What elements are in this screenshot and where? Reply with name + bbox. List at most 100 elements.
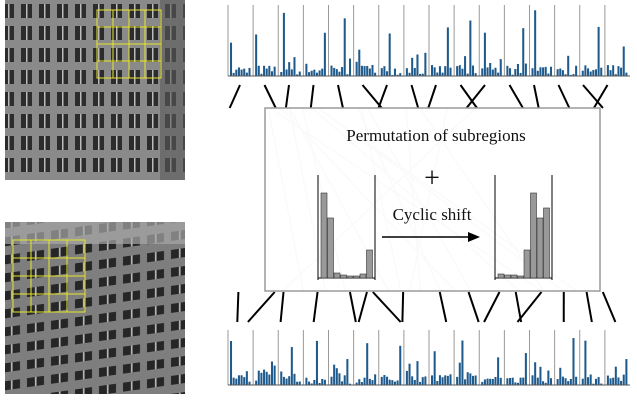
histogram-bar <box>598 27 600 76</box>
histogram-bar <box>525 353 527 385</box>
histogram-bar <box>456 377 458 385</box>
histogram-bar <box>305 378 307 385</box>
histogram-bar <box>542 67 544 76</box>
histogram-bar <box>481 68 483 76</box>
histogram-bar <box>539 367 541 385</box>
connector <box>230 85 240 108</box>
histogram-bar <box>274 67 276 76</box>
histogram-bar <box>331 377 333 385</box>
histogram-bar <box>328 218 334 278</box>
histogram-bar <box>416 361 418 385</box>
histogram-bar <box>288 62 290 76</box>
histogram-bar <box>534 362 536 385</box>
histogram-bar <box>333 68 335 76</box>
histogram-bar <box>313 380 315 385</box>
histogram-bar <box>422 377 424 385</box>
histogram-bar <box>575 377 577 385</box>
connector <box>265 85 276 108</box>
histogram-bar <box>389 380 391 385</box>
histogram-bar <box>447 376 449 385</box>
histogram-bar <box>321 69 323 76</box>
histogram-bar <box>537 378 539 385</box>
histogram-bar <box>595 69 597 76</box>
histogram-bar <box>620 381 622 385</box>
histogram-bar <box>349 59 351 76</box>
histogram-bar <box>268 375 270 385</box>
histogram-bar <box>587 377 589 385</box>
connector <box>338 85 343 108</box>
histogram-bar <box>344 375 346 385</box>
histogram-bar <box>484 379 486 385</box>
histogram-bar <box>506 378 508 385</box>
histogram-bar <box>500 59 502 76</box>
histogram-bar <box>263 370 265 385</box>
histogram-bar <box>505 275 511 278</box>
histogram-bar <box>492 379 494 385</box>
box-title: Permutation of subregions <box>346 126 525 145</box>
connector <box>378 85 387 108</box>
histogram-bar <box>532 68 534 76</box>
histogram-bar <box>607 65 609 76</box>
histogram-bar <box>391 380 393 385</box>
histogram-bar <box>424 376 426 385</box>
histogram-bar <box>439 375 441 385</box>
histogram-bar <box>497 73 499 76</box>
histogram-bar <box>356 62 358 76</box>
histogram-bar <box>509 378 511 385</box>
histogram-bar <box>545 67 547 76</box>
histogram-bar <box>255 34 257 76</box>
histogram-bar <box>238 375 240 385</box>
histogram-bar <box>235 70 237 76</box>
histogram-bar <box>243 69 245 76</box>
histogram-bar <box>366 66 368 76</box>
histogram-bar <box>255 381 257 385</box>
connector <box>286 85 289 108</box>
histogram-bar <box>389 33 391 76</box>
histogram-bar <box>241 375 243 385</box>
connector <box>412 85 419 108</box>
histogram-bar <box>436 73 438 76</box>
histogram-bar <box>600 68 602 76</box>
histogram-bar <box>243 377 245 385</box>
histogram-bar <box>475 375 477 385</box>
histogram-bar <box>371 380 373 385</box>
connector <box>510 85 523 108</box>
connector <box>484 292 499 322</box>
histogram-bar <box>449 374 451 385</box>
histogram-bar <box>487 379 489 385</box>
histogram-bar <box>381 68 383 76</box>
histogram-bar <box>369 69 371 76</box>
histogram-bar <box>286 379 288 385</box>
histogram-bar <box>447 27 449 76</box>
histogram-bar <box>341 67 343 76</box>
histogram-bar <box>308 72 310 76</box>
histogram-bar <box>517 64 519 76</box>
histogram-bar <box>397 380 399 385</box>
histogram-bar <box>364 378 366 385</box>
histogram-bar <box>442 73 444 76</box>
histogram-bar <box>291 347 293 385</box>
connector <box>518 292 542 322</box>
histogram-bar <box>557 379 559 385</box>
histogram-bar <box>472 376 474 385</box>
histogram-bar <box>394 69 396 76</box>
histogram-bar <box>268 66 270 76</box>
histogram-bar <box>567 381 569 385</box>
histogram-bar <box>511 275 517 278</box>
histogram-bar <box>584 65 586 76</box>
histogram-bar <box>406 68 408 76</box>
histogram-bar <box>539 67 541 76</box>
histogram-bar <box>258 66 260 76</box>
histogram-bar <box>336 368 338 385</box>
histogram-bar <box>612 65 614 76</box>
histogram-bar <box>246 371 248 385</box>
histogram-bar <box>381 377 383 385</box>
histogram-bar <box>615 367 617 385</box>
connector <box>314 292 318 322</box>
histogram-bar <box>570 379 572 385</box>
histogram-bar <box>492 70 494 76</box>
histogram-bar <box>334 273 340 278</box>
histogram-bar <box>336 69 338 76</box>
histogram-bar <box>559 368 561 385</box>
histogram-bar <box>324 380 326 385</box>
